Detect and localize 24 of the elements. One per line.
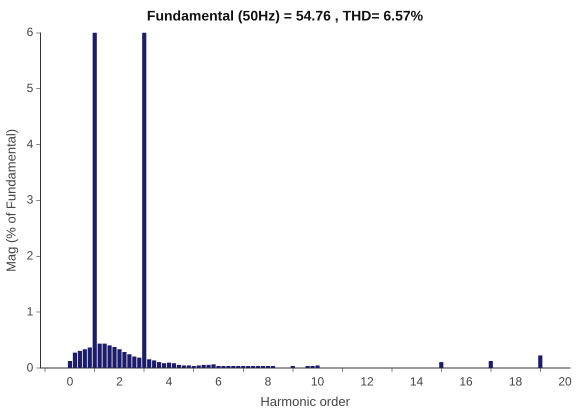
y-axis-title: Mag (% of Fundamental) [3, 128, 18, 272]
y-tick-label: 0 [26, 360, 34, 374]
bar [538, 355, 542, 368]
y-tick-label: 2 [26, 248, 34, 263]
x-tick-label: 16 [459, 374, 474, 389]
y-tick-label: 4 [26, 136, 34, 151]
x-tick-label: 18 [508, 374, 523, 389]
y-tick-label: 3 [26, 192, 34, 207]
y-tick-label: 5 [26, 80, 34, 95]
x-tick-label: 12 [360, 374, 374, 389]
chart-title: Fundamental (50Hz) = 54.76 , THD= 6.57% [146, 7, 424, 24]
x-axis-title: Harmonic order [260, 394, 351, 409]
y-tick-label: 6 [26, 25, 34, 40]
x-tick-label: 20 [558, 374, 572, 389]
x-tick-label: 6 [215, 374, 222, 389]
x-tick-label: 2 [116, 374, 124, 389]
x-tick-label: 4 [166, 374, 173, 389]
x-tick-label: 0 [66, 374, 74, 389]
x-tick-label: 14 [410, 374, 424, 389]
x-tick-label: 8 [264, 374, 272, 389]
y-tick-label: 1 [26, 304, 34, 318]
bar [488, 360, 493, 368]
bar [439, 362, 444, 368]
x-tick-label: 10 [310, 374, 325, 389]
